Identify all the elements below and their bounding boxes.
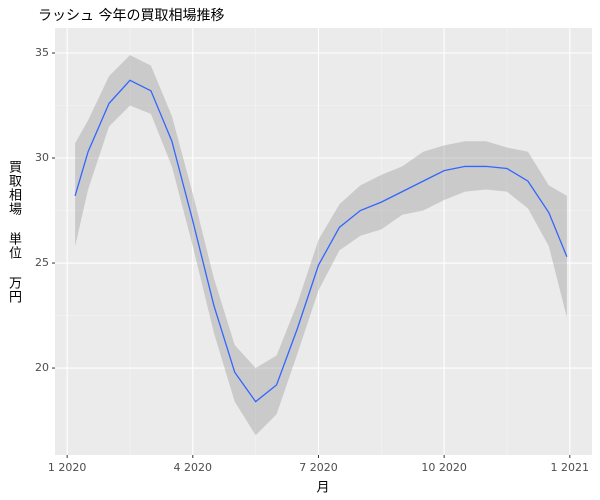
y-tick-label: 30 — [35, 151, 49, 164]
panel — [55, 28, 592, 455]
smooth-line — [74, 79, 568, 403]
y-tick-label: 20 — [35, 361, 49, 374]
x-axis-title: 月 — [316, 481, 329, 496]
y-axis-title: 買取相場 単位 万円 — [6, 160, 21, 304]
x-tick-label: 1 2021 — [551, 461, 590, 474]
y-tick-label: 25 — [35, 256, 49, 269]
x-tick-label: 10 2020 — [421, 461, 467, 474]
y-tick-label: 35 — [35, 46, 49, 59]
x-tick-label: 1 2020 — [48, 461, 87, 474]
chart-title: ラッシュ 今年の買取相場推移 — [38, 8, 224, 24]
x-tick-label: 4 2020 — [174, 461, 213, 474]
x-tick-label: 7 2020 — [299, 461, 338, 474]
confidence-band — [75, 55, 567, 436]
